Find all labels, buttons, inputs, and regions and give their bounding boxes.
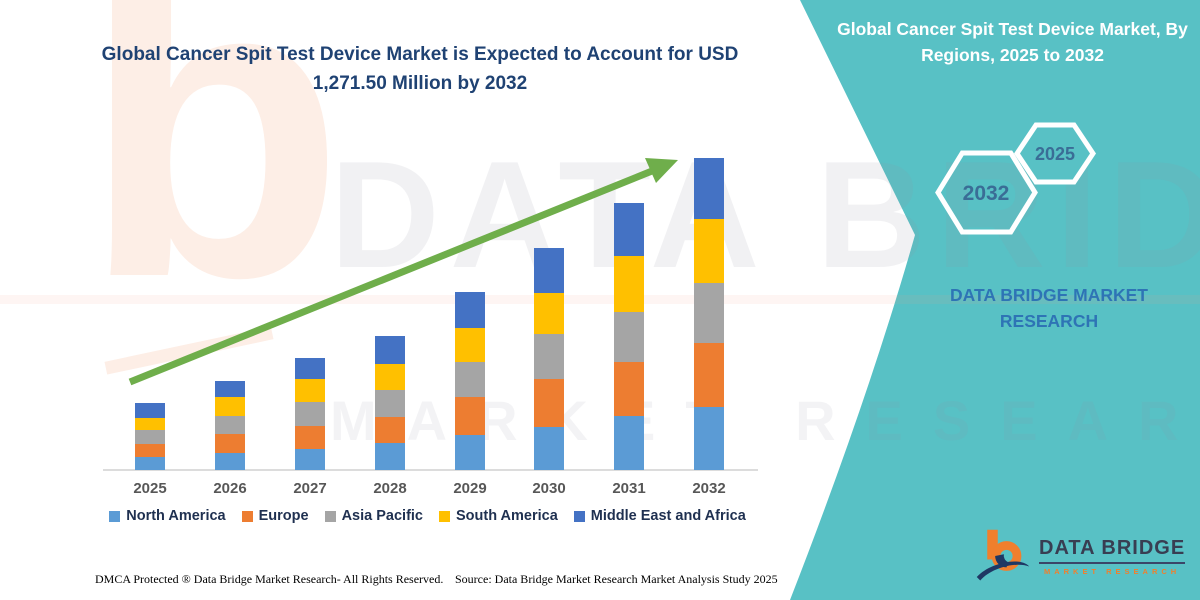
- x-axis-label-2032: 2032: [692, 480, 726, 497]
- bar-segment-middle-east-and-africa: [375, 336, 405, 364]
- legend-label: South America: [456, 508, 558, 524]
- bar-segment-middle-east-and-africa: [455, 291, 485, 328]
- logo-subtitle-text: MARKET RESEARCH: [1039, 561, 1186, 576]
- bar-segment-europe: [455, 396, 485, 435]
- bar-segment-middle-east-and-africa: [295, 357, 325, 379]
- legend-item-asia-pacific: Asia Pacific: [324, 508, 423, 524]
- hexagon-2025-label: 2025: [1035, 144, 1075, 164]
- right-panel-title: Global Cancer Spit Test Device Market, B…: [837, 19, 1188, 66]
- footer-dmca-text: DMCA Protected ® Data Bridge Market Rese…: [95, 572, 444, 586]
- bar-segment-middle-east-and-africa: [534, 248, 564, 294]
- bar-segment-south-america: [295, 378, 325, 402]
- x-axis-label-2025: 2025: [133, 480, 167, 497]
- hexagon-badges: 2032 2025: [935, 122, 1097, 235]
- bar-segment-asia-pacific: [295, 401, 325, 426]
- hexagon-2032: [935, 150, 1038, 235]
- legend-label: Asia Pacific: [341, 508, 423, 524]
- legend-label: Europe: [258, 508, 309, 524]
- hexagon-2032-label: 2032: [963, 182, 1010, 205]
- bar-segment-north-america: [375, 443, 405, 470]
- x-axis-label-2030: 2030: [532, 480, 566, 497]
- x-axis-label-2029: 2029: [453, 480, 487, 497]
- bar-segment-europe: [694, 342, 724, 407]
- legend-item-europe: Europe: [241, 508, 309, 524]
- bar-segment-asia-pacific: [455, 361, 485, 397]
- bar-segment-north-america: [215, 453, 245, 470]
- legend-item-middle-east-and-africa: Middle East and Africa: [573, 508, 746, 524]
- data-bridge-logo: DATA BRIDGE MARKET RESEARCH: [975, 528, 1186, 584]
- bar-segment-europe: [534, 378, 564, 428]
- bar-segment-europe: [614, 362, 644, 416]
- bar-segment-south-america: [694, 218, 724, 283]
- x-axis-label-2028: 2028: [373, 480, 407, 497]
- bar-segment-north-america: [614, 416, 644, 470]
- legend-label: Middle East and Africa: [590, 508, 746, 524]
- legend-swatch: [439, 510, 450, 522]
- bar-segment-north-america: [534, 427, 564, 470]
- bar-segment-north-america: [135, 456, 165, 470]
- bar-segment-north-america: [694, 406, 724, 470]
- bar-segment-south-america: [215, 397, 245, 417]
- bar-segment-north-america: [455, 434, 485, 470]
- brand-text: DATA BRIDGE MARKET RESEARCH: [950, 285, 1148, 332]
- x-axis-line: [103, 469, 758, 471]
- hexagon-2025: [1013, 122, 1097, 185]
- bar-segment-south-america: [455, 327, 485, 362]
- x-axis-label-2031: 2031: [612, 480, 646, 497]
- footer-source-text: Source: Data Bridge Market Research Mark…: [455, 572, 778, 586]
- x-axis-label-2027: 2027: [293, 480, 327, 497]
- bar-segment-middle-east-and-africa: [215, 381, 245, 398]
- bar-segment-south-america: [534, 293, 564, 335]
- bar-segment-middle-east-and-africa: [135, 403, 165, 418]
- logo-name-text: DATA BRIDGE: [1039, 536, 1186, 559]
- legend-swatch: [324, 510, 336, 522]
- bar-segment-europe: [375, 416, 405, 443]
- legend-label: North America: [126, 508, 226, 524]
- legend-swatch: [109, 510, 121, 522]
- bar-segment-north-america: [295, 448, 325, 470]
- legend-item-north-america: North America: [109, 508, 226, 524]
- legend-swatch: [241, 510, 253, 522]
- bar-segment-south-america: [614, 256, 644, 312]
- chart-title: Global Cancer Spit Test Device Market is…: [101, 44, 739, 95]
- bar-segment-asia-pacific: [534, 334, 564, 379]
- bar-segment-asia-pacific: [375, 390, 405, 417]
- bar-segment-asia-pacific: [694, 282, 724, 343]
- bar-segment-middle-east-and-africa: [694, 158, 724, 219]
- bar-segment-europe: [135, 443, 165, 457]
- chart-legend: North America Europe Asia Pacific South Ame…: [95, 508, 760, 524]
- logo-b-icon: [976, 529, 1030, 581]
- bar-segment-europe: [215, 434, 245, 454]
- bar-segment-asia-pacific: [215, 416, 245, 435]
- bar-segment-asia-pacific: [135, 430, 165, 444]
- legend-swatch: [573, 510, 585, 522]
- bar-segment-asia-pacific: [614, 311, 644, 363]
- bar-segment-south-america: [135, 417, 165, 430]
- x-axis-label-2026: 2026: [213, 480, 247, 497]
- bar-segment-middle-east-and-africa: [614, 203, 644, 257]
- bar-segment-south-america: [375, 363, 405, 390]
- legend-item-south-america: South America: [439, 508, 558, 524]
- bar-segment-europe: [295, 425, 325, 449]
